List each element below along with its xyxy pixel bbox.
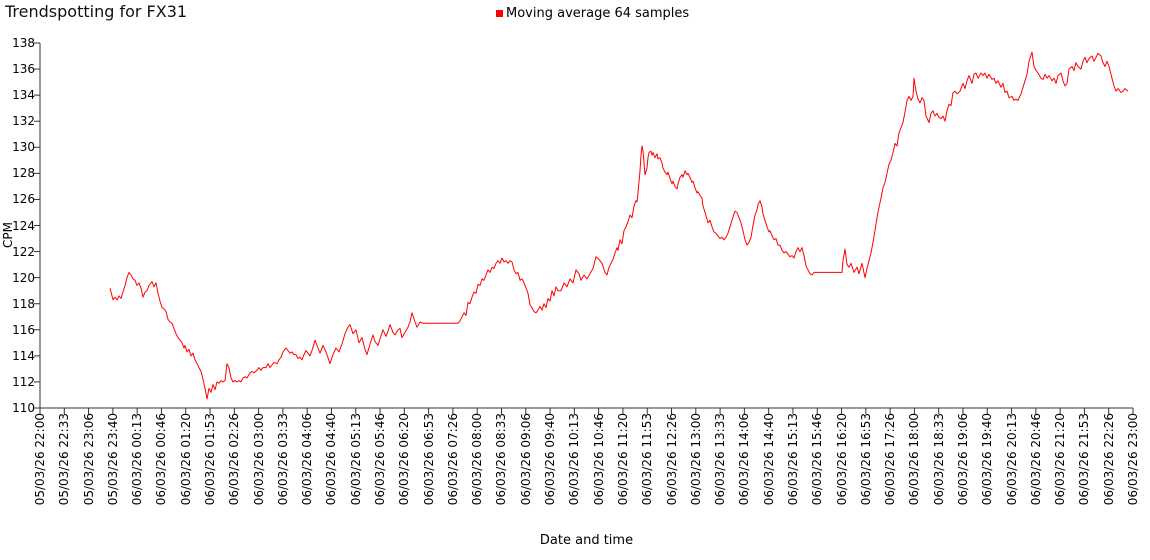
x-tick-label: 06/03/26 18:33	[931, 413, 946, 506]
x-tick-label: 06/03/26 21:20	[1053, 413, 1068, 506]
x-tick-label: 06/03/26 13:33	[713, 413, 728, 506]
x-tick-label: 06/03/26 19:40	[980, 413, 995, 506]
x-tick-label: 06/03/26 06:20	[397, 413, 412, 506]
x-tick-label: 06/03/26 11:53	[640, 413, 655, 506]
x-tick-label: 06/03/26 04:06	[300, 413, 315, 506]
x-tick-label: 06/03/26 09:06	[518, 413, 533, 506]
x-tick-label: 06/03/26 14:40	[761, 413, 776, 506]
y-tick-label: 134	[12, 88, 35, 103]
legend-label: Moving average 64 samples	[506, 6, 690, 21]
y-tick-label: 122	[12, 244, 35, 259]
y-tick-label: 130	[12, 140, 35, 155]
page-title: Trendspotting for FX31	[5, 2, 188, 21]
x-tick-label: 06/03/26 04:40	[324, 413, 339, 506]
x-tick-label: 06/03/26 20:13	[1004, 413, 1019, 506]
x-tick-label: 06/03/26 13:00	[688, 413, 703, 506]
x-tick-label: 05/03/26 23:06	[81, 413, 96, 506]
x-tick-label: 06/03/26 03:00	[251, 413, 266, 506]
x-tick-label: 06/03/26 22:26	[1101, 413, 1116, 506]
x-tick-label: 06/03/26 00:13	[130, 413, 145, 506]
x-tick-label: 06/03/26 05:46	[373, 413, 388, 506]
legend: Moving average 64 samples	[496, 6, 689, 21]
y-tick-label: 110	[12, 401, 35, 415]
y-tick-label: 114	[12, 348, 35, 363]
y-tick-label: 126	[12, 192, 35, 207]
x-tick-label: 06/03/26 21:53	[1077, 413, 1092, 506]
x-tick-label: 06/03/26 17:26	[883, 413, 898, 506]
y-tick-label: 118	[12, 296, 35, 311]
x-tick-label: 06/03/26 11:20	[615, 413, 630, 506]
x-tick-label: 05/03/26 22:33	[57, 413, 72, 506]
x-tick-label: 06/03/26 05:13	[348, 413, 363, 506]
legend-marker-square-icon	[496, 10, 503, 17]
x-tick-label: 06/03/26 08:00	[470, 413, 485, 506]
x-tick-label: 06/03/26 07:26	[445, 413, 460, 506]
x-tick-label: 06/03/26 15:13	[785, 413, 800, 506]
series-line	[109, 51, 1129, 400]
x-tick-label: 06/03/26 01:20	[178, 413, 193, 506]
y-tick-label: 136	[12, 62, 35, 77]
y-tick-label: 138	[12, 36, 35, 50]
y-tick-label: 128	[12, 166, 35, 181]
x-tick-label: 06/03/26 15:46	[810, 413, 825, 506]
x-tick-label: 06/03/26 03:33	[275, 413, 290, 506]
y-tick-label: 132	[12, 114, 35, 129]
x-tick-label: 06/03/26 06:53	[421, 413, 436, 506]
x-tick-label: 05/03/26 22:00	[33, 413, 47, 506]
x-tick-label: 06/03/26 09:40	[543, 413, 558, 506]
y-tick-label: 116	[12, 322, 35, 337]
x-tick-label: 06/03/26 00:46	[154, 413, 169, 506]
y-axis-title: CPM	[1, 222, 15, 248]
x-tick-label: 06/03/26 18:00	[907, 413, 922, 506]
x-tick-label: 06/03/26 10:46	[591, 413, 606, 506]
x-tick-label: 06/03/26 14:06	[737, 413, 752, 506]
y-tick-label: 124	[12, 218, 35, 233]
y-tick-label: 112	[12, 374, 35, 389]
x-tick-label: 06/03/26 23:00	[1126, 413, 1140, 506]
x-tick-label: 06/03/26 16:53	[858, 413, 873, 506]
x-tick-label: 06/03/26 16:20	[834, 413, 849, 506]
x-tick-label: 06/03/26 01:53	[203, 413, 218, 506]
x-tick-label: 06/03/26 02:26	[227, 413, 242, 506]
x-tick-label: 05/03/26 23:40	[105, 413, 120, 506]
x-tick-label: 06/03/26 08:33	[494, 413, 509, 506]
y-tick-label: 120	[12, 270, 35, 285]
x-tick-label: 06/03/26 20:46	[1028, 413, 1043, 506]
x-tick-label: 06/03/26 12:26	[664, 413, 679, 506]
x-tick-label: 06/03/26 10:13	[567, 413, 582, 506]
x-axis-title: Date and time	[539, 533, 634, 548]
x-tick-label: 06/03/26 19:06	[955, 413, 970, 506]
